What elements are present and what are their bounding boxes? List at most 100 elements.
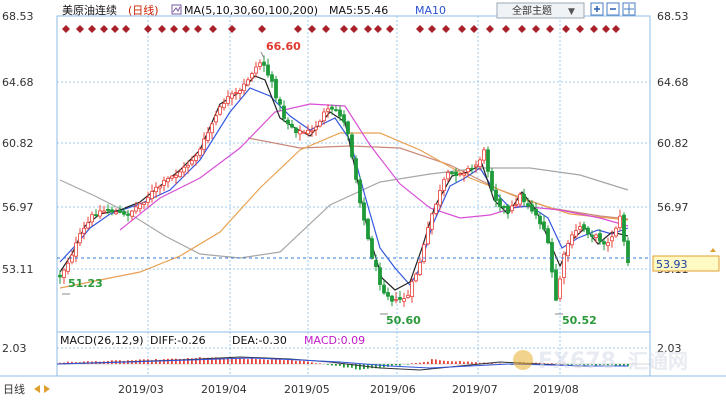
footer-period-label[interactable]: 日线: [3, 382, 25, 396]
candle-body: [311, 131, 314, 132]
candle-body: [547, 229, 550, 243]
candle-body: [203, 139, 206, 149]
candle-body: [407, 295, 410, 297]
candle-body: [187, 165, 190, 167]
macd-bar: [167, 359, 169, 364]
candle-body: [571, 235, 574, 245]
candle-body: [231, 94, 234, 98]
candle-body: [139, 204, 142, 209]
candle-body: [483, 150, 486, 160]
macd-bar: [339, 364, 341, 366]
candle-body: [67, 263, 70, 271]
candle-body: [403, 299, 406, 302]
candle-body: [351, 135, 354, 157]
candle-body: [379, 268, 382, 285]
candle-body: [603, 242, 606, 244]
candle-body: [223, 104, 226, 108]
candle-body: [135, 207, 138, 211]
candle-body: [119, 210, 122, 212]
zoom-in-button[interactable]: [591, 3, 603, 15]
x-label-6: 2019/08: [533, 383, 579, 396]
candle-body: [83, 228, 86, 233]
macd-bar: [275, 359, 277, 364]
candle-body: [227, 97, 230, 104]
candle-body: [127, 214, 130, 215]
ma10-label: MA10: [415, 4, 446, 17]
theme-dropdown-label: 全部主题: [512, 4, 552, 17]
candle-body: [207, 133, 210, 141]
macd-bar: [427, 362, 429, 364]
macd-bar: [279, 359, 281, 364]
macd-bar: [187, 358, 189, 364]
macd-bar: [343, 364, 345, 368]
macd-bar: [171, 359, 173, 364]
candle-body: [527, 204, 530, 207]
candle-body: [255, 67, 258, 73]
candle-body: [427, 228, 430, 244]
y-tick-right-2: 64.68: [657, 76, 689, 89]
candle-body: [275, 79, 278, 98]
macd-bar: [251, 358, 253, 364]
candle-body: [167, 179, 170, 182]
fx678-watermark: FX678 汇通网: [513, 349, 688, 374]
candle-body: [487, 150, 490, 172]
macd-bar: [455, 362, 457, 365]
macd-bar: [287, 360, 289, 364]
candle-body: [335, 110, 338, 111]
price-arrow-icon: [710, 248, 716, 252]
candle-body: [579, 227, 582, 230]
candle-body: [423, 245, 426, 262]
macd-bar: [419, 363, 421, 364]
candle-body: [363, 203, 366, 220]
candle-body: [263, 62, 266, 65]
macd-diff: DIFF:-0.26: [150, 334, 206, 347]
candle-body: [303, 132, 306, 133]
candle-body: [267, 65, 270, 75]
macd-bar: [407, 364, 409, 365]
macd-bar: [415, 363, 417, 364]
candle-body: [175, 175, 178, 177]
candle-body: [123, 212, 126, 215]
candle-body: [235, 93, 238, 94]
macd-bar: [283, 360, 285, 364]
candle-body: [71, 255, 74, 262]
candle-body: [451, 172, 454, 174]
low-annotation-2: 50.60: [386, 314, 421, 327]
grid-toggle-button[interactable]: [623, 3, 635, 15]
candle-body: [151, 192, 154, 199]
candle-body: [515, 204, 518, 205]
y-tick-right-3: 60.82: [657, 137, 689, 150]
macd-bar: [335, 364, 337, 366]
macd-bar: [359, 364, 361, 370]
watermark-text: FX678: [538, 349, 616, 374]
candle-body: [503, 206, 506, 207]
candle-body: [99, 211, 102, 216]
macd-bar: [463, 362, 465, 364]
candle-body: [523, 194, 526, 202]
macd-bar: [331, 364, 333, 366]
candle-body: [383, 285, 386, 293]
last-price-value: 53.93: [656, 258, 688, 271]
macd-bar: [271, 359, 273, 364]
candle-body: [463, 173, 466, 175]
candle-body: [291, 124, 294, 127]
candle-body: [343, 115, 346, 122]
macd-bar: [319, 363, 321, 364]
candle-body: [299, 131, 302, 134]
macd-bar: [379, 364, 381, 368]
candle-body: [251, 74, 254, 78]
macd-bar: [303, 361, 305, 364]
candle-body: [491, 171, 494, 190]
candle-body: [471, 168, 474, 169]
candle-body: [611, 237, 614, 241]
candle-body: [419, 263, 422, 275]
candle-body: [195, 156, 198, 161]
candle-body: [623, 215, 626, 241]
macd-bar: [435, 359, 437, 364]
zoom-out-button[interactable]: [607, 3, 619, 15]
macd-bar: [499, 364, 501, 365]
candle-body: [211, 124, 214, 133]
macd-bar: [475, 362, 477, 364]
candle-body: [519, 194, 522, 204]
